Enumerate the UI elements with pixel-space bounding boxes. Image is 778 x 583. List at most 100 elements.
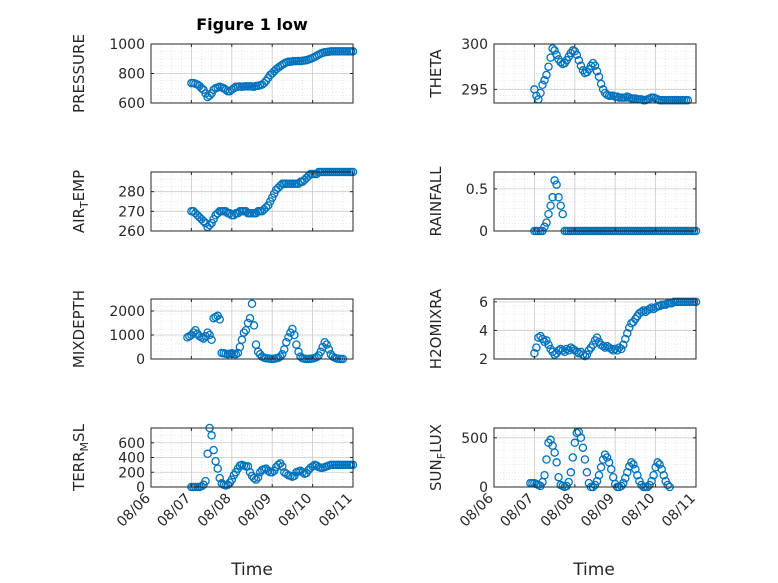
x-tick-label: 08/06 <box>457 490 497 530</box>
data-point <box>263 466 273 476</box>
data-point <box>322 340 331 349</box>
y-tick-label: 260 <box>118 224 145 240</box>
data-point <box>274 460 283 470</box>
data-point <box>631 465 640 474</box>
data-point <box>247 299 257 309</box>
data-point <box>261 203 271 212</box>
data-point <box>590 61 600 71</box>
y-axis-label: THETA <box>427 49 445 99</box>
data-point <box>211 456 220 466</box>
y-axis-label: PRESSURE <box>70 34 88 113</box>
y-tick-label: 600 <box>118 436 145 452</box>
data-point <box>596 463 606 472</box>
data-point <box>619 340 628 349</box>
data-point <box>259 78 269 88</box>
x-axis-label-right: Time <box>572 560 615 580</box>
data-point <box>633 470 642 480</box>
data-point <box>578 350 588 359</box>
y-axis-label: MIXDEPTH <box>70 290 88 368</box>
data-point <box>209 445 218 455</box>
data-point <box>546 435 555 445</box>
data-point <box>316 347 325 357</box>
data-point <box>639 306 648 315</box>
data-point <box>278 349 287 359</box>
data-point <box>542 70 551 80</box>
data-point <box>572 50 582 60</box>
data-point <box>657 465 666 474</box>
data-point <box>540 222 549 232</box>
data-point <box>203 328 212 337</box>
y-tick-label: 200 <box>118 465 145 481</box>
subplot-h2omixra: 2 4 6 H2OMIXRA <box>427 288 701 369</box>
data-point <box>576 61 586 71</box>
data-point <box>552 180 561 189</box>
data-point <box>647 303 656 312</box>
y-tick-label: 500 <box>461 431 488 447</box>
y-tick-label: 0.5 <box>466 182 488 198</box>
data-point <box>606 344 616 354</box>
data-point <box>564 477 573 487</box>
x-tick-label: 08/08 <box>195 491 235 531</box>
data-point <box>308 462 317 471</box>
data-point <box>542 218 551 227</box>
data-point <box>602 453 612 462</box>
data-point <box>544 340 553 349</box>
data-point <box>621 334 630 344</box>
subplot-mixdepth: 0 1000 2000 MIXDEPTH <box>70 290 354 368</box>
data-point <box>245 313 255 323</box>
y-axis-label: RAINFALL <box>427 166 445 237</box>
y-axis-label: AIRTEMP <box>70 170 91 233</box>
figure-title: Figure 1 low <box>196 15 308 34</box>
data-point <box>197 482 206 491</box>
data-point <box>627 458 636 467</box>
data-point <box>536 88 545 98</box>
data-point <box>203 449 212 459</box>
data-point <box>558 346 567 355</box>
x-tick-label: 08/09 <box>235 491 275 531</box>
data-point <box>544 209 553 219</box>
data-point <box>225 209 235 218</box>
data-point <box>554 346 563 355</box>
data-point <box>294 347 303 357</box>
data-point <box>659 470 668 480</box>
data-point <box>594 470 604 480</box>
data-point <box>540 470 549 480</box>
data-point <box>625 323 634 332</box>
data-point <box>580 351 590 361</box>
data-point <box>215 315 224 324</box>
data-point <box>239 328 249 337</box>
y-tick-label: 295 <box>461 82 488 98</box>
y-tick-label: 300 <box>461 37 488 53</box>
data-point <box>580 455 590 464</box>
x-tick-label: 08/11 <box>659 491 699 531</box>
data-point <box>617 344 626 354</box>
x-tick-label: 08/11 <box>316 491 356 531</box>
data-point <box>655 301 664 311</box>
data-point <box>267 468 277 477</box>
data-point <box>324 345 334 354</box>
data-point <box>554 193 563 202</box>
data-point <box>542 336 551 345</box>
data-point <box>592 333 602 342</box>
data-point <box>201 218 210 228</box>
x-tick-label: 08/06 <box>114 490 154 530</box>
data-point <box>566 468 576 477</box>
data-point <box>578 443 588 452</box>
data-point <box>667 299 677 308</box>
data-point <box>278 462 287 471</box>
y-tick-label: 800 <box>118 67 145 83</box>
data-point <box>227 475 237 484</box>
x-tick-label: 08/09 <box>578 491 618 531</box>
data-point <box>655 460 664 469</box>
y-tick-label: 0 <box>136 480 145 496</box>
data-point <box>653 458 662 467</box>
subplot-sun-flux: 0 500 08/06 08/07 08/08 08/09 08/10 08/11 SUNFLU… <box>427 424 699 530</box>
data-point <box>582 468 592 477</box>
data-point <box>229 84 239 93</box>
axes-box <box>150 298 354 360</box>
subplot-rainfall: 0 0.5 RAINFALL <box>427 166 701 240</box>
axes-box <box>150 171 354 232</box>
data-point <box>645 304 654 314</box>
